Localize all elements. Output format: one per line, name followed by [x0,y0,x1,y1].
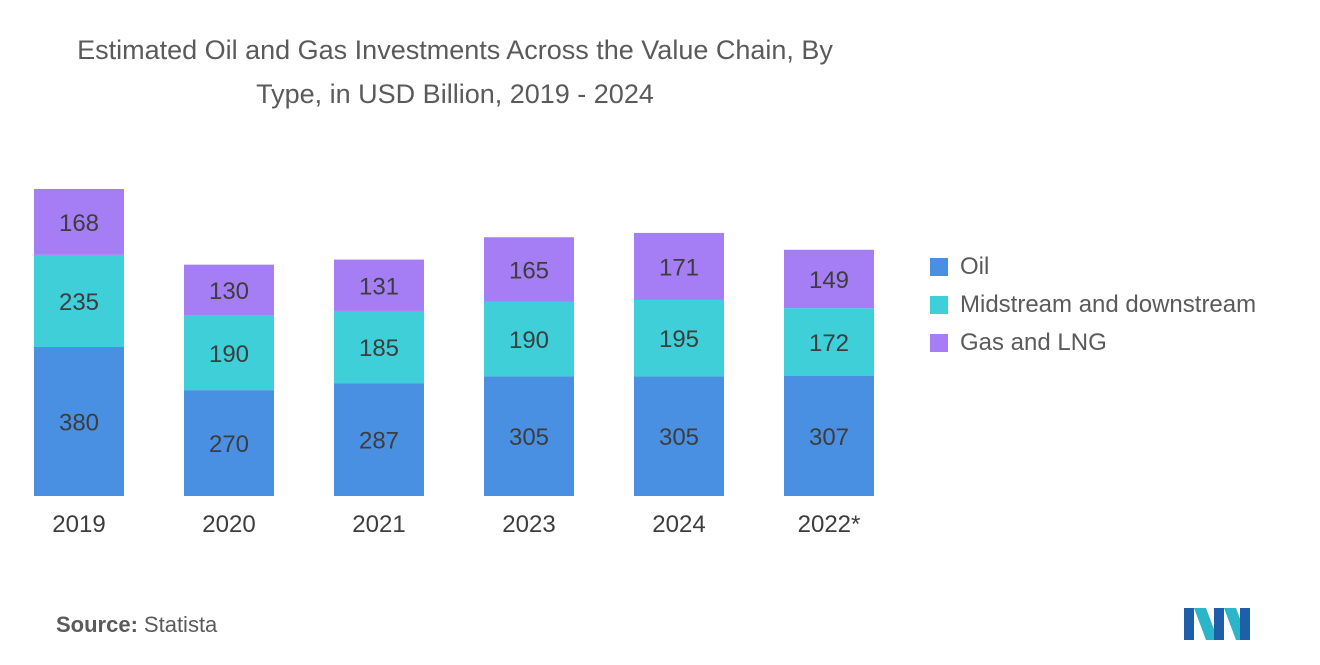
bar-oil-2022 [784,375,874,496]
data-label-midstream-and-downstream-2024: 195 [659,326,699,353]
bar-oil-2024 [634,376,724,496]
data-label-gas-and-lng-2024: 171 [659,254,699,281]
bar-oil-2021 [334,383,424,496]
x-tick-label-2022: 2022* [798,511,861,538]
data-label-gas-and-lng-2020: 130 [209,278,249,305]
bar-midstream-and-downstream-2022 [784,308,874,376]
legend-swatch-midstream [930,296,948,314]
bar-gas-and-lng-2020 [184,264,274,316]
x-tick-label-2019: 2019 [52,511,105,538]
bar-midstream-and-downstream-2020 [184,315,274,391]
source-note: Source: Statista [56,612,217,638]
data-label-midstream-and-downstream-2020: 190 [209,341,249,368]
legend-label-oil: Oil [960,253,990,280]
data-label-oil-2019: 380 [59,410,99,437]
data-label-oil-2024: 305 [659,424,699,451]
data-label-gas-and-lng-2023: 165 [509,258,549,285]
x-tick-label-2024: 2024 [652,511,705,538]
data-label-midstream-and-downstream-2019: 235 [59,289,99,316]
legend-swatch-gas [930,334,948,352]
logo-left-bar [1184,608,1194,640]
logo-left-slant [1194,608,1218,640]
legend-item-gas: Gas and LNG [930,324,1256,362]
data-label-oil-2023: 305 [509,424,549,451]
bar-oil-2020 [184,390,274,496]
logo-mid-bar [1214,608,1224,640]
legend-item-midstream: Midstream and downstream [930,286,1256,324]
bar-oil-2023 [484,376,574,496]
bar-midstream-and-downstream-2023 [484,301,574,377]
mordor-intelligence-logo [1184,608,1250,640]
logo-right-bar [1240,608,1250,640]
data-label-gas-and-lng-2019: 168 [59,210,99,237]
stacked-bar-chart: 380 235 168 2019 270 190 130 2020 287 185 131 2021 3… [34,189,874,538]
legend-item-oil: Oil [930,248,1256,286]
bar-gas-and-lng-2019 [34,189,124,255]
legend-label-midstream: Midstream and downstream [960,291,1257,318]
data-label-midstream-and-downstream-2021: 185 [359,335,399,362]
bar-gas-and-lng-2024 [634,232,724,300]
bar-midstream-and-downstream-2019 [34,254,124,348]
chart-title: Estimated Oil and Gas Investments Across… [0,28,910,116]
chart-title-line-2: Type, in USD Billion, 2019 - 2024 [256,79,654,109]
x-tick-label-2020: 2020 [202,511,255,538]
data-label-oil-2021: 287 [359,428,399,455]
bar-gas-and-lng-2021 [334,259,424,311]
data-label-midstream-and-downstream-2022: 172 [809,330,849,357]
chart-title-line-1: Estimated Oil and Gas Investments Across… [77,35,833,65]
data-label-gas-and-lng-2021: 131 [359,273,399,300]
bar-midstream-and-downstream-2021 [334,310,424,384]
bar-gas-and-lng-2022 [784,249,874,309]
x-tick-label-2023: 2023 [502,511,555,538]
data-label-oil-2020: 270 [209,431,249,458]
legend-swatch-oil [930,258,948,276]
bar-midstream-and-downstream-2024 [634,299,724,377]
bar-gas-and-lng-2023 [484,237,574,302]
bar-oil-2019 [34,347,124,496]
source-label: Source: [56,612,138,637]
data-label-midstream-and-downstream-2023: 190 [509,327,549,354]
legend-label-gas: Gas and LNG [960,329,1107,356]
source-value: Statista [143,612,218,637]
x-tick-label-2021: 2021 [352,511,405,538]
data-label-oil-2022: 307 [809,424,849,451]
data-label-gas-and-lng-2022: 149 [809,267,849,294]
legend: Oil Midstream and downstream Gas and LNG [930,248,1256,362]
